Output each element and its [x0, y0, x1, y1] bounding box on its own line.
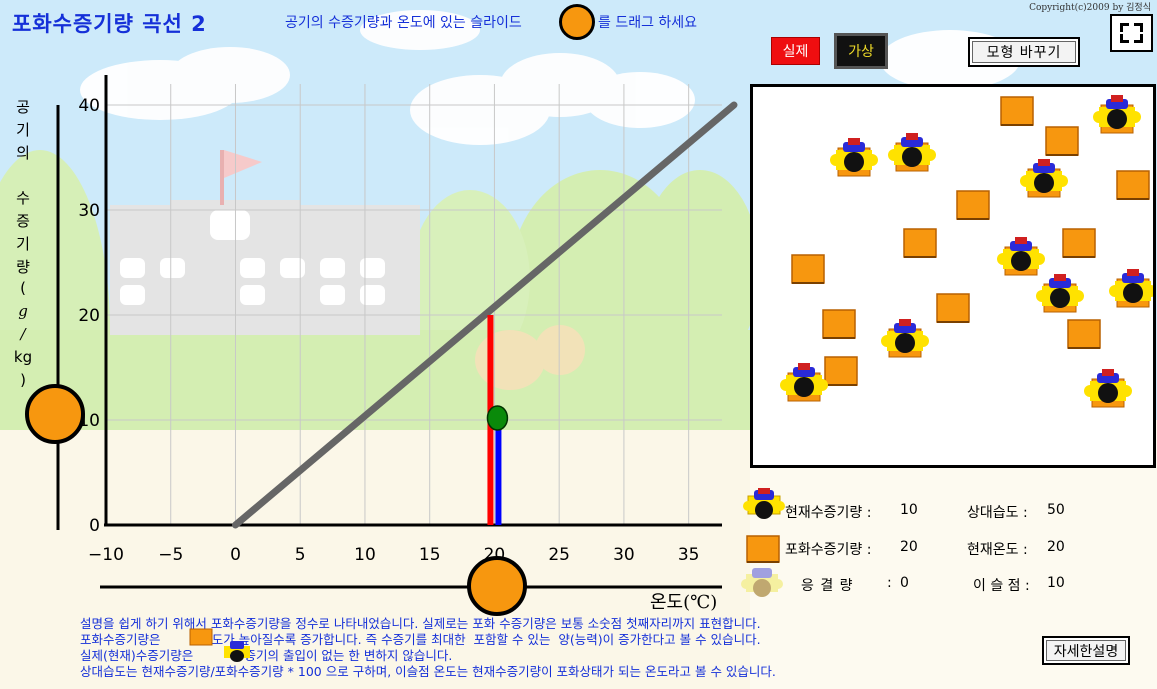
saturation-curve-line [231, 101, 738, 529]
note-line-1: 설명을 쉽게 하기 위해서 포화수증기량을 정수로 나타내었습니다. 실제로는 … [80, 616, 761, 631]
saturation-box [824, 356, 858, 386]
relative-humidity-value: 50 [1047, 502, 1065, 518]
vapor-molecule [780, 363, 828, 402]
x-tick-label: −10 [88, 545, 124, 565]
vapor-molecule [1020, 159, 1068, 198]
y-axis-label-char: 기 [16, 121, 30, 139]
vapor-molecule [1036, 274, 1084, 313]
saturation-box [1116, 170, 1150, 200]
copyright-text: Copyright(c)2009 by 김정식 [1029, 3, 1151, 13]
y-axis-label-char: ( [20, 279, 26, 297]
dew-point-value: 10 [1047, 575, 1065, 591]
relative-humidity-label: 상대습도 : [967, 505, 1028, 521]
vapor-molecule [881, 319, 929, 358]
vapor-molecule-icon [743, 488, 785, 519]
current-vapor-label: 현재수증기량 : [785, 505, 872, 521]
y-axis-label-char: g [18, 302, 28, 320]
saturation-box-icon [746, 535, 780, 563]
saturation-box [1045, 126, 1079, 156]
saturation-box-inline-icon [189, 628, 213, 646]
fullscreen-icon [1120, 23, 1129, 32]
saturation-box [1000, 96, 1034, 126]
real-mode-button[interactable]: 실제 [771, 37, 820, 65]
x-axis-label: 온도(℃) [650, 592, 718, 613]
vapor-molecule [830, 138, 878, 177]
vapor-slider-knob[interactable] [25, 384, 85, 444]
saturation-box [791, 254, 825, 284]
y-axis-label-char: ) [20, 371, 26, 389]
y-axis-label-char: 의 [16, 144, 30, 162]
fullscreen-button[interactable] [1110, 14, 1153, 52]
condensed-separator: : [887, 575, 892, 591]
virtual-mode-button[interactable]: 가상 [834, 33, 888, 69]
x-tick-label: 10 [354, 545, 376, 565]
saturation-box [822, 309, 856, 339]
vapor-molecule [997, 237, 1045, 276]
current-temperature-value: 20 [1047, 539, 1065, 555]
note-line-4: 상대습도는 현재수증기량/포화수증기량 * 100 으로 구하며, 이슬점 온도… [80, 664, 776, 679]
x-tick-label: 25 [548, 545, 570, 565]
instruction-text-end: 를 드래그 하세요 [598, 15, 698, 31]
y-tick-label: 20 [78, 306, 100, 326]
vapor-molecule [1109, 269, 1157, 308]
y-axis-label-char: 기 [16, 235, 30, 253]
current-temperature-label: 현재온도 : [967, 542, 1028, 558]
condensed-molecule-icon [741, 568, 783, 597]
detail-explanation-button[interactable]: 자세한설명 [1042, 636, 1130, 665]
x-tick-label: 15 [419, 545, 441, 565]
dew-point-label: 이 슬 점 : [973, 578, 1030, 594]
condensed-value: 0 [900, 575, 909, 591]
y-axis-label-char: 량 [16, 258, 30, 276]
y-axis-label-char: 공 [16, 98, 30, 116]
y-axis-label-char: kg [13, 348, 33, 366]
state-marker-dot [486, 405, 509, 431]
saturation-box [1067, 319, 1101, 349]
fullscreen-icon-corner [1134, 34, 1143, 43]
fullscreen-icon-corner [1134, 23, 1143, 32]
slider-layer [25, 105, 722, 616]
vapor-molecule [1084, 369, 1132, 408]
x-tick-label: 5 [295, 545, 306, 565]
saturation-vapor-label: 포화수증기량 : [785, 542, 872, 558]
y-axis-label-char: 수 [16, 189, 30, 207]
y-tick-label: 0 [89, 516, 100, 536]
condensed-label: 응 결 량 [801, 578, 854, 594]
instruction-text: 공기의 수증기량과 온도에 있는 슬라이드 [285, 15, 522, 31]
note-line-3: 실제(현재)수증기량은 수증기의 출입이 없는 한 변하지 않습니다. [80, 648, 453, 663]
vapor-molecule [1093, 95, 1141, 134]
molecule-model-box [750, 84, 1157, 468]
slider-knob-icon [559, 4, 595, 40]
change-model-button[interactable]: 모형 바꾸기 [968, 37, 1080, 67]
molecule-field [780, 95, 1157, 408]
app-title: 포화수증기량 곡선 2 [12, 12, 207, 36]
note-line-2: 포화수증기량은 온도가 높아질수록 증가합니다. 즉 수증기를 최대한 포함할 … [80, 632, 761, 647]
x-tick-label: 35 [678, 545, 700, 565]
saturation-box [936, 293, 970, 323]
saturation-vapor-value: 20 [900, 539, 918, 555]
x-tick-label: 30 [613, 545, 635, 565]
y-axis-label-char: 증 [16, 212, 30, 230]
vapor-molecule [888, 133, 936, 172]
fullscreen-icon-corner [1120, 34, 1129, 43]
x-tick-label: 0 [230, 545, 241, 565]
temperature-slider-knob[interactable] [467, 556, 527, 616]
saturation-box [1062, 228, 1096, 258]
saturation-box [956, 190, 990, 220]
saturation-box [903, 228, 937, 258]
x-tick-label: −5 [158, 545, 183, 565]
y-tick-label: 40 [78, 96, 100, 116]
y-axis-label: 공 기 의 수 증 기 량(g / kg) [12, 96, 34, 389]
y-tick-label: 30 [78, 201, 100, 221]
vapor-molecule-inline-icon [224, 641, 250, 662]
current-vapor-value: 10 [900, 502, 918, 518]
y-axis-label-char: / [20, 325, 26, 343]
